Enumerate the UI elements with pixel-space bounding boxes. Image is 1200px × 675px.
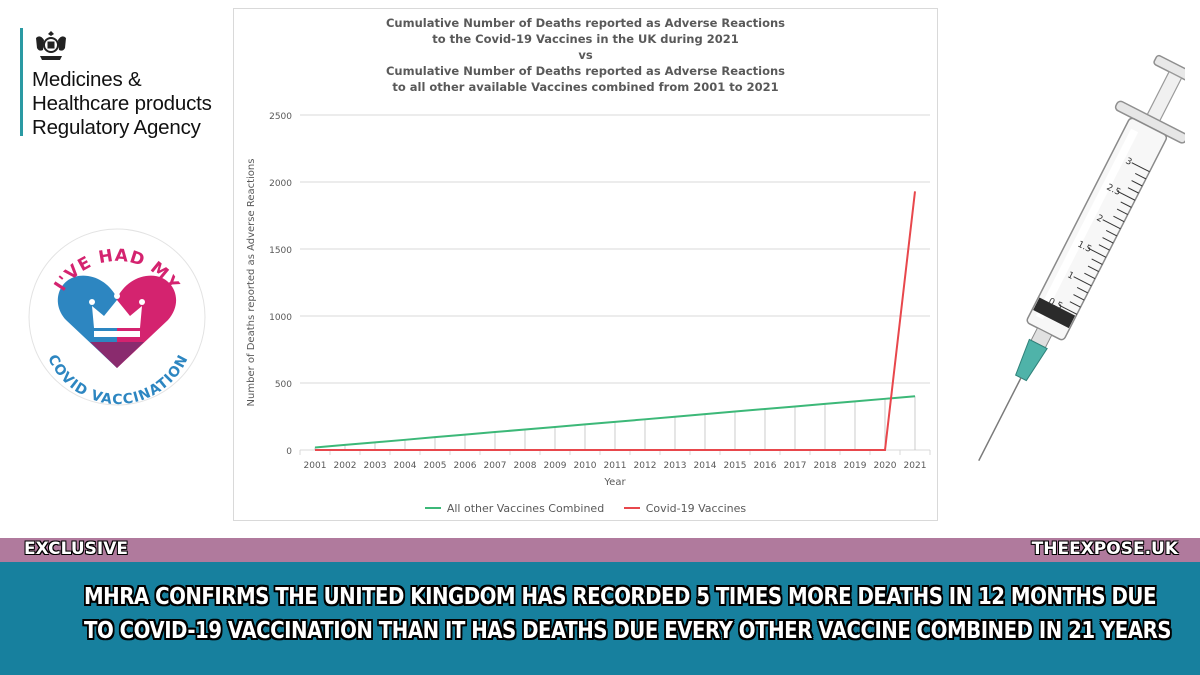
exclusive-tag: EXCLUSIVE [24, 539, 128, 559]
x-tick-label: 2016 [754, 461, 777, 471]
legend-label: Covid-19 Vaccines [645, 501, 747, 515]
legend-item: All other Vaccines Combined [424, 501, 605, 515]
x-tick-label: 2004 [394, 461, 417, 471]
chart-legend: All other Vaccines Combined Covid-19 Vac… [234, 499, 937, 515]
x-tick-label: 2013 [664, 461, 687, 471]
banner-strip: EXCLUSIVE THEEXPOSE.UK [0, 538, 1200, 562]
legend-swatch [424, 507, 441, 509]
x-tick-label: 2001 [304, 461, 327, 471]
agency-name: Medicines & Healthcare products Regulato… [32, 68, 232, 140]
legend-swatch [623, 507, 640, 509]
x-tick-label: 2007 [484, 461, 507, 471]
crown-icon [89, 293, 145, 337]
chart-title-line: to all other available Vaccines combined… [392, 80, 779, 94]
chart-title-line: vs [578, 48, 593, 62]
y-tick-label: 2000 [269, 179, 292, 189]
x-tick-label: 2014 [694, 461, 717, 471]
x-tick-label: 2008 [514, 461, 537, 471]
series-line [314, 395, 916, 449]
y-axis-label: Number of Deaths reported as Adverse Rea… [246, 159, 257, 407]
x-tick-label: 2009 [544, 461, 567, 471]
series-line [315, 191, 916, 451]
royal-crest-icon [36, 31, 66, 60]
x-tick-label: 2011 [604, 461, 627, 471]
chart-title-line: Cumulative Number of Deaths reported as … [385, 64, 786, 78]
headline-line: MHRA CONFIRMS THE UNITED KINGDOM HAS REC… [84, 584, 1156, 610]
legend-item: Covid-19 Vaccines [623, 501, 747, 515]
site-name: THEEXPOSE.UK [1031, 539, 1178, 559]
x-tick-label: 2010 [574, 461, 597, 471]
chart-title: Cumulative Number of Deaths reported as … [234, 15, 937, 95]
headline: MHRA CONFIRMS THE UNITED KINGDOM HAS REC… [84, 580, 1172, 648]
y-tick-label: 2500 [269, 112, 292, 122]
chart-title-line: to the Covid-19 Vaccines in the UK durin… [432, 32, 739, 46]
y-tick-label: 1000 [269, 313, 292, 323]
x-tick-label: 2005 [424, 461, 447, 471]
headline-line: TO COVID-19 VACCINATION THAN IT HAS DEAT… [84, 618, 1172, 644]
chart-panel: Cumulative Number of Deaths reported as … [233, 8, 938, 521]
legend-label: All other Vaccines Combined [446, 501, 605, 515]
syringe-scale-label: 1 [1066, 270, 1076, 282]
syringe-scale-label: 2 [1095, 213, 1105, 225]
x-tick-label: 2006 [454, 461, 477, 471]
x-tick-label: 2019 [844, 461, 867, 471]
mhra-logo: Medicines & Healthcare products Regulato… [20, 28, 232, 140]
agency-name-line: Healthcare products [32, 92, 212, 115]
x-tick-label: 2018 [814, 461, 837, 471]
agency-name-line: Medicines & [32, 68, 142, 91]
x-tick-label: 2015 [724, 461, 747, 471]
x-tick-label: 2020 [874, 461, 897, 471]
x-tick-label: 2012 [634, 461, 657, 471]
x-tick-label: 2002 [334, 461, 357, 471]
y-tick-label: 500 [275, 380, 292, 390]
x-tick-label: 2017 [784, 461, 807, 471]
y-tick-label: 1500 [269, 246, 292, 256]
heart-icon [57, 275, 177, 368]
logo-divider [20, 28, 23, 136]
x-axis-label: Year [603, 477, 626, 488]
agency-name-line: Regulatory Agency [32, 116, 201, 139]
chart-title-line: Cumulative Number of Deaths reported as … [385, 16, 786, 30]
y-tick-label: 0 [286, 447, 292, 457]
vaccination-badge: I'VE HAD MY COVID VACCINATION [28, 228, 206, 406]
syringe-scale-label: 3 [1124, 156, 1134, 168]
x-tick-label: 2021 [904, 461, 927, 471]
headline-banner: MHRA CONFIRMS THE UNITED KINGDOM HAS REC… [0, 562, 1200, 675]
syringe-icon: 3 2.5 2 1.5 1 0.5 [978, 54, 1185, 462]
x-tick-label: 2003 [364, 461, 387, 471]
line-chart: 0 500 1000 1500 2000 2500 2001 2002 2003 2004 2005… [246, 112, 931, 488]
